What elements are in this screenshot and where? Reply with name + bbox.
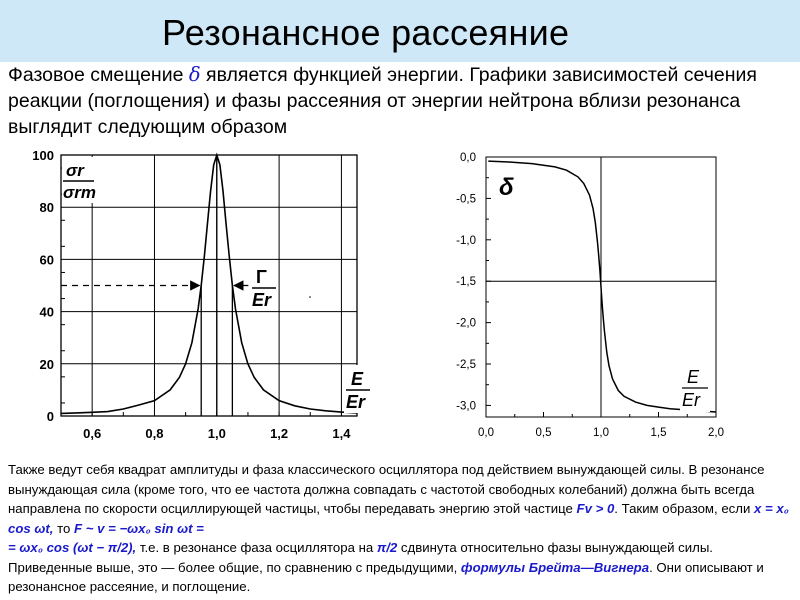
bottom-text-5: сдвинута относительно фазы вынуждающей с… [8,540,713,575]
left-y-tick-label: 40 [40,305,54,320]
right-xlabel-num: E [687,367,700,387]
formula-fv: Fv > 0 [576,501,615,516]
bottom-text-4: т.е. в резонансе фаза осциллятора на [136,540,377,555]
left-x-tick-label: 0,6 [83,426,101,441]
bottom-text-6: . Они описывают и резонансное рассеяние,… [8,559,764,595]
right-y-tick-label: -2,0 [456,318,476,330]
intro-part1: Фазовое смещение [8,64,184,86]
bottom-text-1: Также ведут себя квадрат амплитуды и фаз… [8,462,765,516]
right-x-tick-label: 0,0 [478,427,494,439]
bottom-text-3: то [53,520,75,536]
formula-f: F ~ v = −ωx₀ sin ωt = [74,520,204,536]
left-xlabel-num: E [351,369,364,389]
title-bar [0,0,800,62]
left-x-tick-label: 1,4 [332,426,351,441]
left-y-tick-label: 0 [47,409,54,424]
intro-part2: является функцией энергии. Графики завис… [8,64,757,138]
right-ylabel-text: δ [499,174,514,201]
left-tick-labels: 0,6 0,8 1,0 1,2 1,4 0 20 40 60 80 100 [32,148,351,441]
formula-cos: = ωx₀ cos (ωt − π/2), [8,540,137,555]
right-tick-labels: 0,0 0,5 1,0 1,5 2,0 0,0 -0,5 -1,0 -1,5 -2,0 -2,5 -3… [456,152,724,439]
left-x-tick-label: 1,0 [208,426,226,441]
formula-pi: π/2 [376,540,398,555]
left-y-tick-label: 60 [40,252,54,267]
left-ylabel-num: σr [66,161,85,180]
right-y-tick-label: -1,0 [456,235,476,247]
left-width-label-den: Er [252,290,272,310]
right-x-tick-label: 0,5 [536,427,552,439]
bottom-text-2: . Таким образом, если [614,501,754,516]
right-x-tick-label: 1,0 [593,427,609,439]
right-y-tick-label: -2,5 [456,359,476,371]
intro-delta: δ [188,63,201,86]
left-x-tick-label: 0,8 [145,426,163,441]
left-grid [61,154,357,417]
right-x-tick-label: 2,0 [708,427,724,439]
right-x-tick-label: 1,5 [651,427,667,439]
left-xlabel-den: Er [346,392,366,412]
left-y-tick-label: 80 [40,200,54,215]
left-y-tick-label: 100 [32,148,54,163]
right-minor-ticks [486,156,688,417]
left-y-tick-label: 20 [40,357,54,372]
bottom-paragraph: Также ведут себя квадрат амплитуды и фаз… [8,460,796,597]
right-xlabel-den: Er [682,390,701,410]
right-y-tick-label: -3,0 [456,400,476,412]
formula-x: x = x₀ cos ωt, [8,501,789,536]
right-y-tick-label: 0,0 [460,152,476,164]
left-xlabel: E Er [344,365,372,413]
left-ylabel: σr σrm [62,157,96,203]
slide-title: Резонансное рассеяние [162,12,570,53]
right-y-tick-label: -1,5 [456,276,476,288]
right-y-tick-label: -0,5 [456,193,476,205]
cross-section-curve [60,152,358,415]
phase-shift-curve [488,160,717,413]
right-xlabel: E Er [680,364,710,412]
left-x-tick-label: 1,2 [270,426,288,441]
left-width-label: Γ Er [250,262,311,310]
right-ylabel: δ [497,170,521,201]
left-resonance-width-marker [61,155,249,416]
left-ylabel-den: σrm [63,183,96,202]
phase-shift-chart: 0,0 0,5 1,0 1,5 2,0 0,0 -0,5 -1,0 -1,5 -2,0 -2,5 -3… [456,152,724,439]
breit-wigner-link[interactable]: формулы Брейта—Вигнера [460,559,650,575]
intro-text: Фазовое смещение δ является функцией эне… [8,62,798,140]
left-small-dot [309,296,311,298]
left-width-label-num: Γ [256,267,267,287]
